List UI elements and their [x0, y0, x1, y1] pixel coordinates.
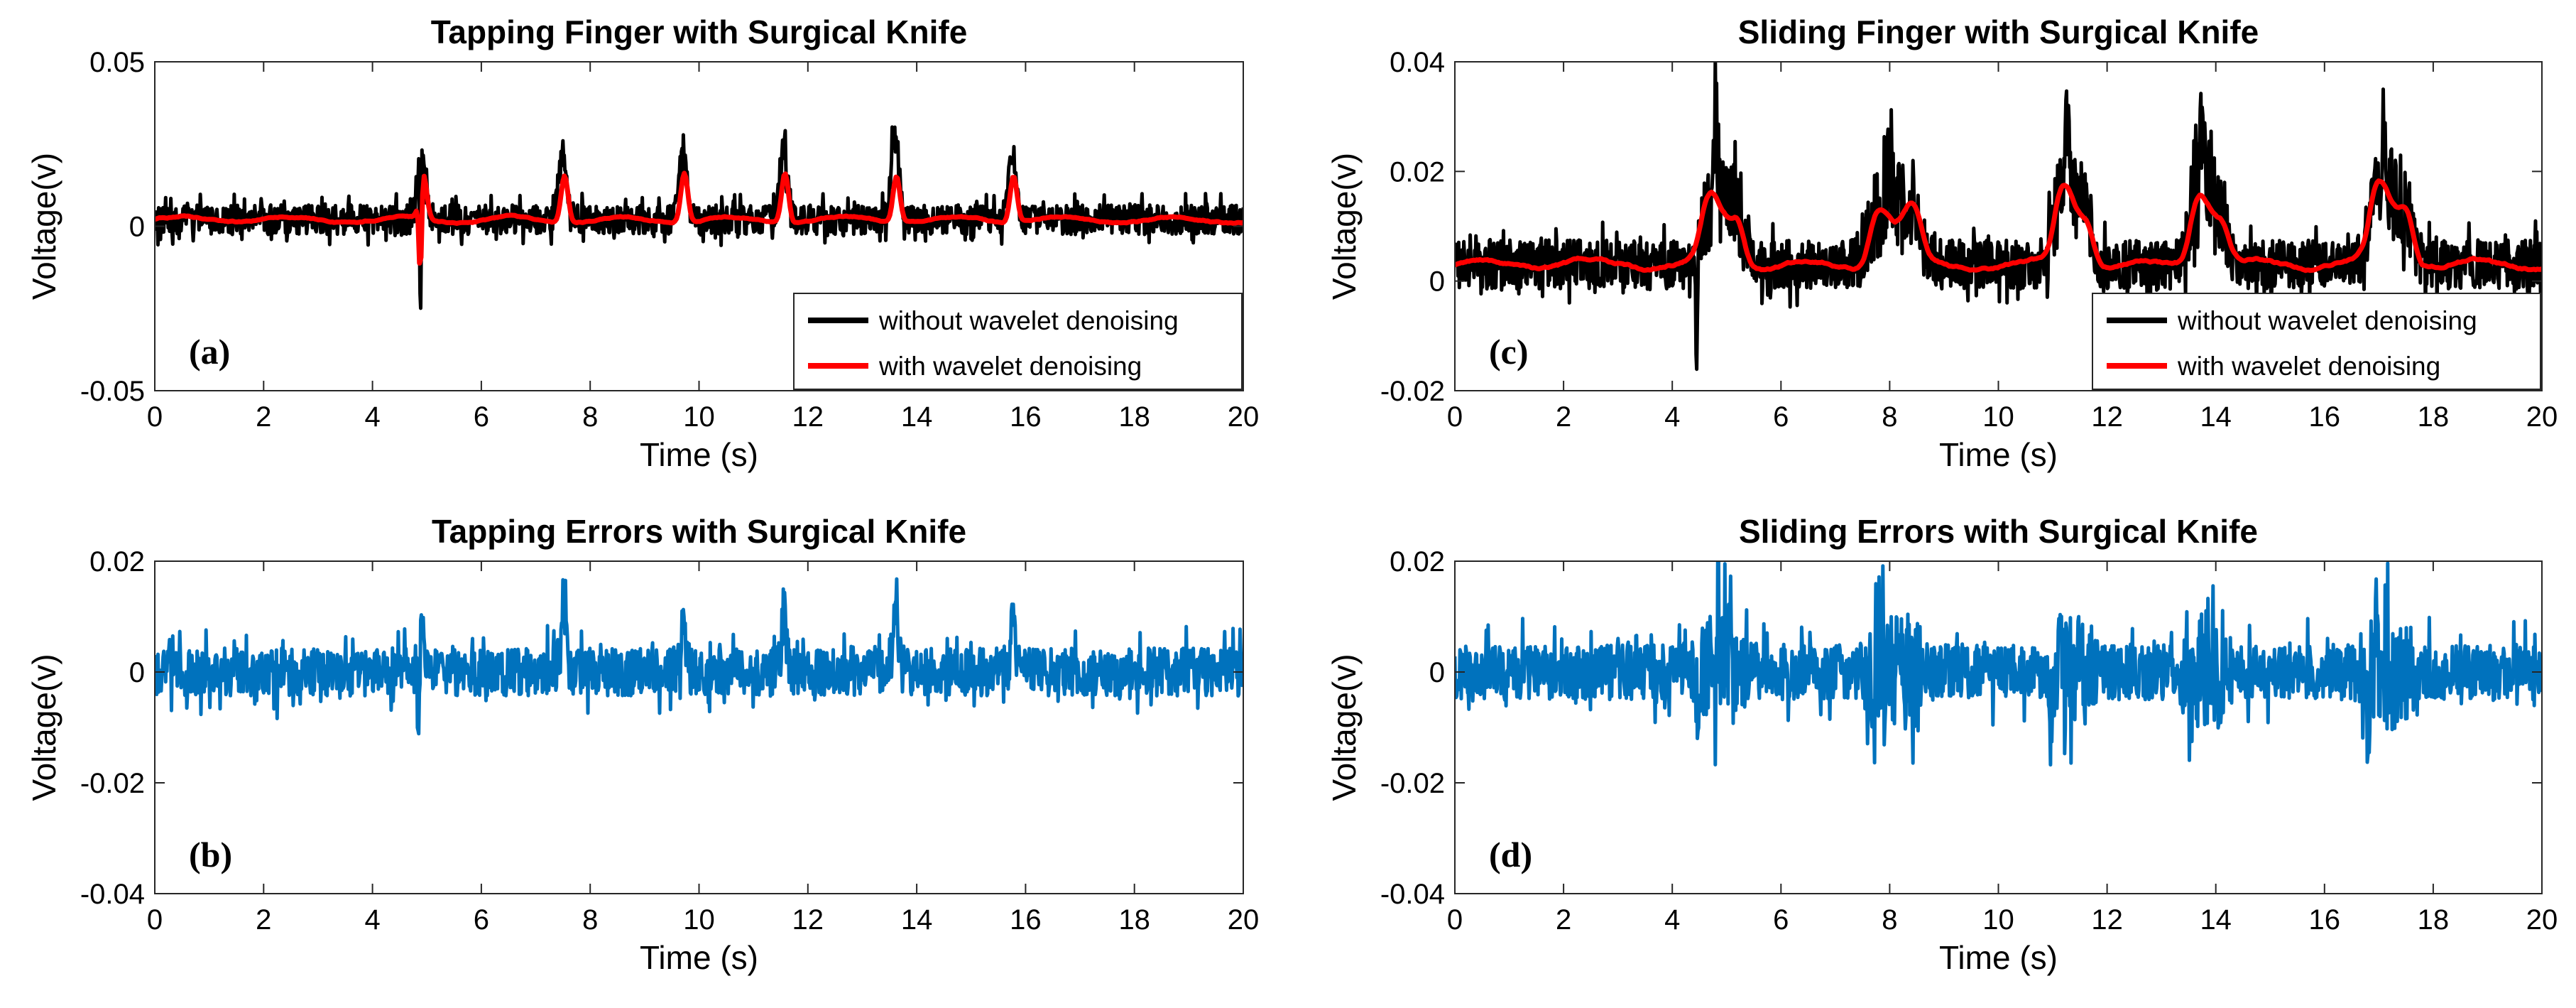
panel-d-xtick-label: 6	[1773, 904, 1789, 936]
panel-c-xtick-label: 6	[1773, 401, 1789, 433]
panel-c-legend-label-denoised: with wavelet denoising	[2177, 352, 2440, 381]
panel-a-xtick-label: 20	[1228, 401, 1260, 433]
panel-b-ytick-label: -0.04	[80, 879, 145, 910]
panel-d-title: Sliding Errors with Surgical Knife	[1739, 513, 2258, 550]
panel-d-xtick-label: 8	[1882, 904, 1897, 936]
panel-b-ytick-label: -0.02	[80, 768, 145, 799]
panel-d-xtick-label: 14	[2200, 904, 2232, 936]
panel-a-legend-label-raw: without wavelet denoising	[878, 306, 1179, 335]
panel-b-xtick-label: 8	[582, 904, 598, 936]
panel-d-ytick-label: 0.02	[1390, 546, 1445, 578]
panel-c-legend-box	[2092, 293, 2541, 390]
panel-c-series-with-wavelet-denoising	[1455, 178, 2542, 273]
panel-c-tag: (c)	[1489, 332, 1529, 372]
panel-c-title: Sliding Finger with Surgical Knife	[1738, 13, 2259, 50]
panel-d-ylabel: Voltage(v)	[1326, 654, 1363, 801]
panel-b-xtick-label: 6	[474, 904, 489, 936]
panel-c-xtick-label: 8	[1882, 401, 1897, 433]
panel-c-legend: without wavelet denoising with wavelet d…	[2092, 293, 2541, 390]
panel-a-ytick-label: 0.05	[89, 47, 145, 78]
panel-c-xtick-label: 18	[2418, 401, 2450, 433]
panel-a-xtick-label: 12	[792, 401, 824, 433]
panel-b-xtick-label: 12	[792, 904, 824, 936]
panel-a-legend: without wavelet denoising with wavelet d…	[793, 293, 1243, 390]
panel-b-xtick-label: 14	[901, 904, 933, 936]
panel-a-legend-box	[793, 293, 1243, 390]
panel-c-xlabel: Time (s)	[1939, 436, 2058, 473]
panel-b-ytick-label: 0	[129, 657, 145, 688]
panel-b-xtick-label: 16	[1010, 904, 1042, 936]
panel-c-xtick-label: 2	[1556, 401, 1571, 433]
panel-a-title: Tapping Finger with Surgical Knife	[431, 13, 968, 50]
panel-b-xlabel: Time (s)	[640, 939, 758, 976]
panel-a-ytick-label: -0.05	[80, 376, 145, 407]
panel-b-ytick-label: 0.02	[89, 546, 145, 578]
panel-c-xtick-label: 12	[2091, 401, 2123, 433]
panel-d-xtick-label: 2	[1556, 904, 1571, 936]
panel-a-series-with-wavelet-denoising	[155, 170, 1243, 266]
panel-d-xtick-label: 18	[2418, 904, 2450, 936]
panel-c-ytick-label: 0.02	[1390, 156, 1445, 188]
panel-c-xtick-label: 0	[1447, 401, 1463, 433]
panel-b-plot-area	[155, 561, 1243, 894]
panel-d-plot-area	[1455, 561, 2542, 894]
panel-a-xtick-label: 8	[582, 401, 598, 433]
panel-c-legend-label-raw: without wavelet denoising	[2177, 306, 2477, 335]
panel-a-xtick-label: 14	[901, 401, 933, 433]
panel-a-xtick-label: 6	[474, 401, 489, 433]
panel-d-xtick-label: 0	[1447, 904, 1463, 936]
panel-d-tag: (d)	[1489, 835, 1532, 874]
panel-b-xtick-label: 2	[256, 904, 271, 936]
panel-c-ytick-label: 0.04	[1390, 47, 1445, 78]
panel-d-ytick-label: -0.04	[1380, 879, 1445, 910]
panel-b-xtick-label: 4	[364, 904, 380, 936]
panel-d-xtick-label: 12	[2091, 904, 2123, 936]
panel-a-xtick-label: 4	[364, 401, 380, 433]
panel-b-series-error	[155, 577, 1243, 736]
panel-d: 0 2 4 6 8 10 12 14 16 18 20 -0.04 -0.02 0 0.02 Sliding…	[1326, 513, 2558, 976]
panel-c-ylabel: Voltage(v)	[1326, 153, 1363, 300]
panel-a-xtick-label: 10	[683, 401, 715, 433]
panel-b-title: Tapping Errors with Surgical Knife	[432, 513, 966, 550]
panel-a-xtick-label: 18	[1118, 401, 1150, 433]
panel-d-xtick-label: 16	[2309, 904, 2341, 936]
panel-a-xtick-label: 0	[147, 401, 163, 433]
panel-b-tag: (b)	[189, 835, 232, 874]
panel-a-ytick-label: 0	[129, 212, 145, 243]
panel-d-ytick-label: 0	[1429, 657, 1445, 688]
panel-a-legend-label-denoised: with wavelet denoising	[878, 352, 1142, 381]
panel-c-xtick-label: 14	[2200, 401, 2232, 433]
panel-a-xtick-label: 16	[1010, 401, 1042, 433]
panel-d-xtick-label: 10	[1982, 904, 2014, 936]
panel-c-xtick-label: 16	[2309, 401, 2341, 433]
panel-c-xtick-label: 10	[1982, 401, 2014, 433]
panel-c-series-without-wavelet-denoising	[1455, 62, 2542, 372]
panel-d-series-error	[1455, 561, 2542, 767]
panel-b: 0 2 4 6 8 10 12 14 16 18 20 -0.04 -0.02 0 0.02 Tapping…	[26, 513, 1259, 976]
panel-a-xlabel: Time (s)	[640, 436, 758, 473]
panel-b-xtick-label: 18	[1118, 904, 1150, 936]
panel-d-xtick-label: 20	[2526, 904, 2558, 936]
panel-a-tag: (a)	[189, 332, 230, 372]
panel-d-ytick-label: -0.02	[1380, 768, 1445, 799]
panel-c-ytick-label: -0.02	[1380, 376, 1445, 407]
panel-c-ytick-label: 0	[1429, 266, 1445, 298]
panel-b-xtick-label: 10	[683, 904, 715, 936]
panel-b-xtick-label: 0	[147, 904, 163, 936]
panel-d-xlabel: Time (s)	[1939, 939, 2058, 976]
panel-a-xtick-label: 2	[256, 401, 271, 433]
panel-a-ylabel: Voltage(v)	[26, 153, 62, 300]
panel-b-xtick-label: 20	[1228, 904, 1260, 936]
panel-b-ylabel: Voltage(v)	[26, 654, 62, 801]
panel-c-xtick-label: 4	[1664, 401, 1680, 433]
panel-d-xtick-label: 4	[1664, 904, 1680, 936]
panel-c-xtick-label: 20	[2526, 401, 2558, 433]
